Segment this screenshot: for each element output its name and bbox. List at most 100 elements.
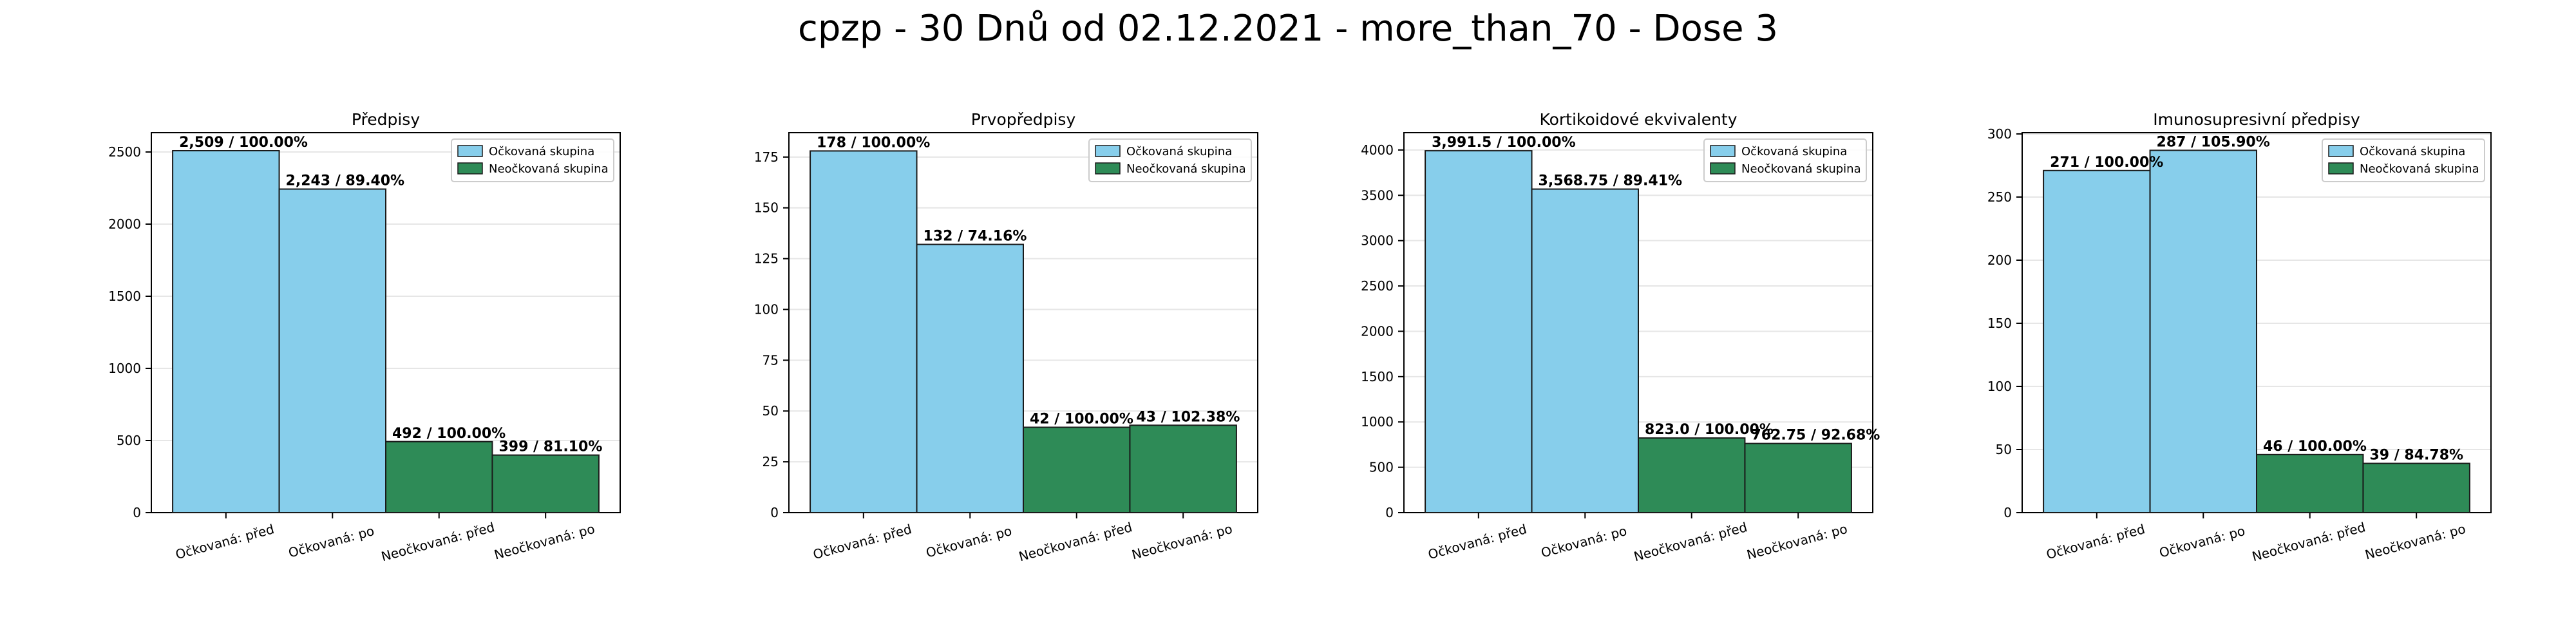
legend-label: Neočkovaná skupina bbox=[489, 162, 609, 176]
bar-value-label: 42 / 100.00% bbox=[1030, 411, 1133, 427]
x-tick-label: Neočkovaná: před bbox=[1017, 519, 1133, 564]
y-tick-label: 2500 bbox=[108, 144, 141, 160]
y-tick-label: 50 bbox=[1996, 442, 2012, 457]
bar bbox=[1744, 442, 1852, 514]
bar-value-label: 132 / 74.16% bbox=[923, 229, 1027, 245]
y-tick-label: 0 bbox=[2003, 505, 2012, 520]
x-tick-label: Očkovaná: po bbox=[1539, 523, 1628, 561]
legend bbox=[451, 138, 614, 182]
legend-label: Očkovaná skupina bbox=[489, 145, 594, 158]
y-tick-label: 250 bbox=[1987, 189, 2012, 205]
legend bbox=[1703, 138, 1867, 182]
x-tick-label: Neočkovaná: po bbox=[1745, 521, 1849, 563]
x-tick-label: Očkovaná: před bbox=[2045, 521, 2146, 562]
chart-title: Prvopředpisy bbox=[971, 110, 1076, 129]
figure-title: cpzp - 30 Dnů od 02.12.2021 - more_than_… bbox=[798, 8, 1778, 50]
legend-swatch bbox=[457, 145, 483, 157]
y-tick-label: 100 bbox=[1987, 379, 2012, 394]
bar bbox=[2362, 462, 2470, 513]
chart-panel-3: 0 500 1000 1500 2000 2500 3000 3500 4000 Očkovaná… bbox=[1361, 110, 1880, 564]
y-tick-label: 1500 bbox=[108, 289, 141, 304]
bar-value-label: 287 / 105.90% bbox=[2157, 134, 2270, 150]
chart-panel-1: 0 500 1000 1500 2000 2500 Očkovaná: před Očkova… bbox=[108, 110, 621, 564]
y-tick-label: 2000 bbox=[1361, 323, 1394, 339]
y-tick-label: 1000 bbox=[108, 361, 141, 376]
bar bbox=[1425, 150, 1533, 513]
y-tick-label: 1500 bbox=[1361, 369, 1394, 384]
legend-label: Očkovaná skupina bbox=[1741, 145, 1847, 158]
y-tick-label: 2500 bbox=[1361, 278, 1394, 294]
y-tick-label: 4000 bbox=[1361, 142, 1394, 158]
bar bbox=[2043, 169, 2151, 513]
y-tick-label: 0 bbox=[1385, 505, 1394, 520]
bar-value-label: 271 / 100.00% bbox=[2050, 155, 2163, 171]
legend bbox=[2322, 138, 2485, 182]
x-tick-label: Očkovaná: po bbox=[2157, 523, 2246, 561]
x-tick-label: Očkovaná: po bbox=[924, 523, 1013, 561]
y-tick-label: 0 bbox=[133, 505, 141, 520]
legend-swatch bbox=[2328, 162, 2354, 175]
x-tick-label: Neočkovaná: před bbox=[2250, 519, 2367, 564]
bar-value-label: 823.0 / 100.00% bbox=[1645, 422, 1774, 438]
legend bbox=[1088, 138, 1252, 182]
y-tick-label: 25 bbox=[762, 454, 779, 469]
legend-swatch bbox=[2328, 145, 2354, 157]
bar-value-label: 43 / 102.38% bbox=[1136, 409, 1240, 425]
legend-label: Neočkovaná skupina bbox=[1126, 162, 1246, 176]
bar-value-label: 39 / 84.78% bbox=[2369, 448, 2463, 464]
bar bbox=[1023, 426, 1131, 513]
chart-title: Kortikoidové ekvivalenty bbox=[1539, 110, 1737, 129]
y-tick-label: 75 bbox=[762, 352, 779, 368]
legend-swatch bbox=[1710, 162, 1736, 175]
y-tick-label: 3000 bbox=[1361, 233, 1394, 249]
x-tick-label: Neočkovaná: po bbox=[1130, 521, 1234, 563]
bar bbox=[2149, 149, 2257, 514]
bar-value-label: 399 / 81.10% bbox=[498, 439, 602, 455]
y-tick-label: 500 bbox=[117, 433, 141, 448]
legend-label: Neočkovaná skupina bbox=[1741, 162, 1861, 176]
y-tick-label: 300 bbox=[1987, 126, 2012, 142]
bar-value-label: 492 / 100.00% bbox=[392, 426, 506, 442]
x-tick-label: Očkovaná: před bbox=[174, 521, 276, 562]
bar bbox=[916, 243, 1024, 513]
bar bbox=[1638, 437, 1746, 514]
chart-title: Předpisy bbox=[352, 110, 420, 129]
legend-label: Očkovaná skupina bbox=[1126, 145, 1232, 158]
chart-panel-2: 0 25 50 75 100 125 150 175 Očkovaná: před Očkovan… bbox=[754, 110, 1258, 564]
bar bbox=[278, 188, 386, 513]
bar-value-label: 178 / 100.00% bbox=[817, 135, 930, 151]
chart-title: Imunosupresivní předpisy bbox=[2153, 110, 2360, 129]
x-tick-label: Neočkovaná: před bbox=[1632, 519, 1748, 564]
x-tick-label: Očkovaná: před bbox=[1426, 521, 1528, 562]
legend-swatch bbox=[1095, 145, 1121, 157]
y-tick-label: 150 bbox=[754, 200, 779, 216]
legend-label: Očkovaná skupina bbox=[2360, 145, 2465, 158]
legend-swatch bbox=[1710, 145, 1736, 157]
y-tick-label: 500 bbox=[1369, 460, 1394, 475]
legend-label: Neočkovaná skupina bbox=[2360, 162, 2479, 176]
bar-value-label: 3,568.75 / 89.41% bbox=[1539, 173, 1683, 189]
y-tick-label: 150 bbox=[1987, 316, 2012, 331]
x-tick-label: Očkovaná: po bbox=[287, 523, 375, 561]
legend-swatch bbox=[457, 162, 483, 175]
bar bbox=[385, 440, 493, 513]
bar bbox=[810, 150, 918, 513]
bar-value-label: 3,991.5 / 100.00% bbox=[1432, 135, 1576, 151]
x-tick-label: Neočkovaná: po bbox=[493, 521, 596, 563]
legend-swatch bbox=[1095, 162, 1121, 175]
bar bbox=[2256, 453, 2364, 513]
x-tick-label: Neočkovaná: po bbox=[2363, 521, 2467, 563]
bar-value-label: 2,243 / 89.40% bbox=[286, 173, 405, 189]
bar-value-label: 762.75 / 92.68% bbox=[1751, 428, 1880, 444]
bar bbox=[491, 454, 600, 513]
y-tick-label: 100 bbox=[754, 301, 779, 317]
y-tick-label: 175 bbox=[754, 149, 779, 165]
bar-value-label: 2,509 / 100.00% bbox=[179, 135, 308, 151]
bar bbox=[1531, 188, 1639, 513]
y-tick-label: 1000 bbox=[1361, 414, 1394, 430]
x-tick-label: Očkovaná: před bbox=[811, 521, 913, 562]
y-tick-label: 2000 bbox=[108, 216, 141, 232]
y-tick-label: 50 bbox=[762, 403, 779, 419]
bar-value-label: 46 / 100.00% bbox=[2263, 439, 2367, 455]
